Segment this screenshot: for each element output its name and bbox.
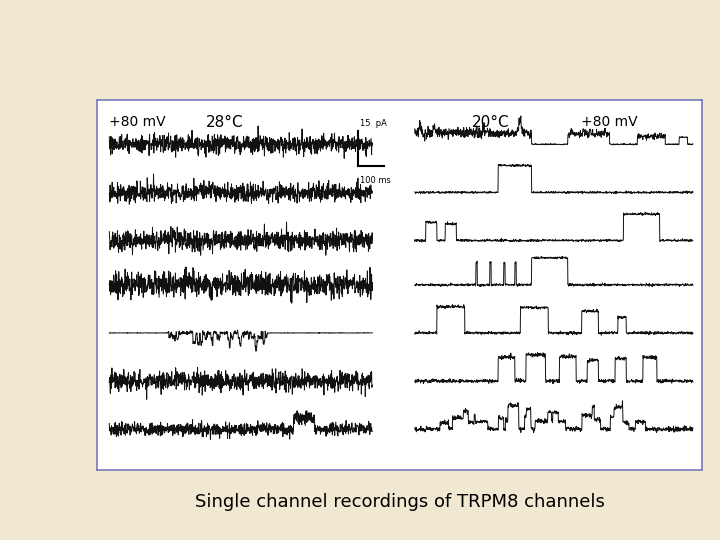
Text: 100 ms: 100 ms xyxy=(360,176,391,185)
Text: Single channel recordings of TRPM8 channels: Single channel recordings of TRPM8 chann… xyxy=(194,493,605,511)
Text: 20°C: 20°C xyxy=(472,114,510,130)
Text: 28°C: 28°C xyxy=(206,114,243,130)
Text: +80 mV: +80 mV xyxy=(581,114,638,129)
Text: 15  pA: 15 pA xyxy=(360,119,387,127)
Text: +80 mV: +80 mV xyxy=(109,114,166,129)
